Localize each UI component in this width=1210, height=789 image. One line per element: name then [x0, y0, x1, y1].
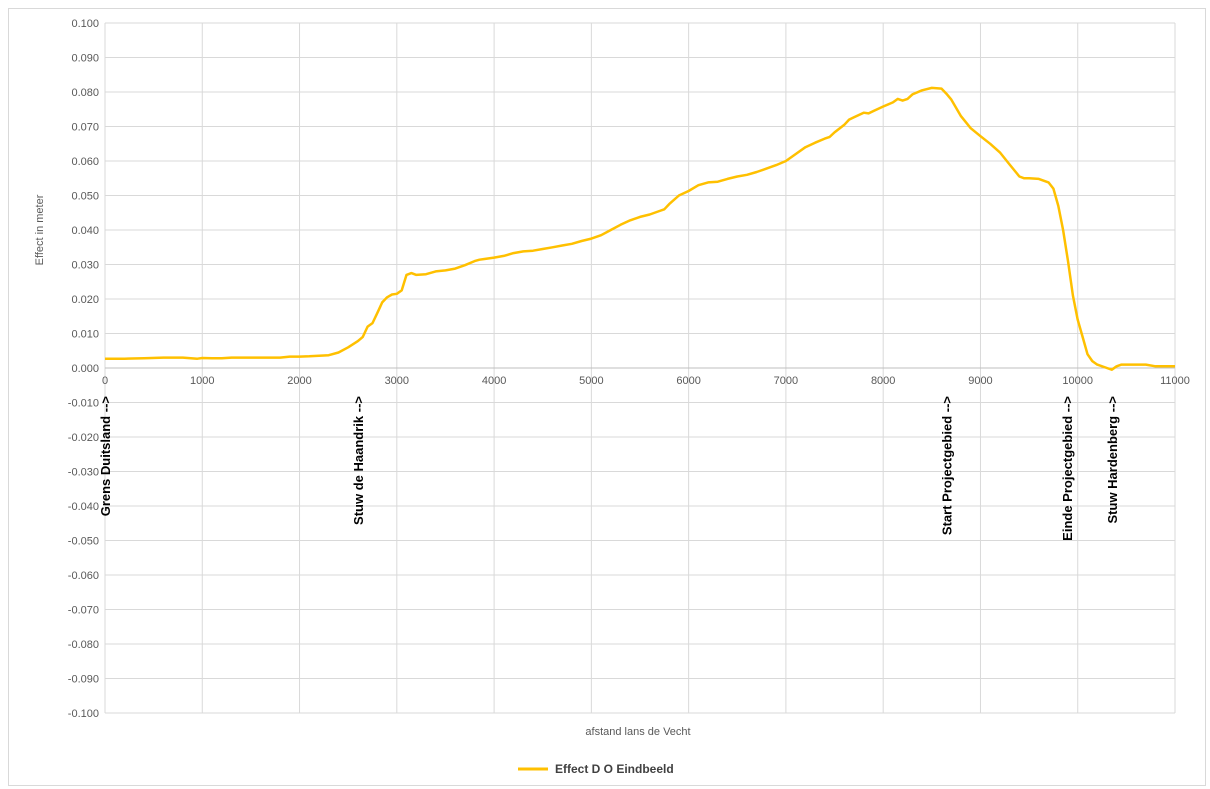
x-tick-label: 6000	[676, 375, 700, 387]
y-tick-label: -0.080	[68, 639, 99, 651]
x-tick-label: 4000	[482, 375, 506, 387]
line-chart: 0.100 0.090 0.080 0.070 0.060 0.050 0.040 0.030…	[34, 18, 1190, 776]
y-tick-label: -0.040	[68, 501, 99, 513]
chart-frame: 0.100 0.090 0.080 0.070 0.060 0.050 0.040 0.030…	[8, 8, 1206, 786]
x-axis-ticks: 0 1000 2000 3000 4000 5000 6000 7000 8000 9000 100…	[102, 375, 1190, 387]
y-tick-label: 0.020	[71, 294, 99, 306]
x-tick-label: 10000	[1062, 375, 1093, 387]
y-tick-label: 0.030	[71, 260, 99, 272]
annotation-label: Grens Duitsland -->	[98, 396, 113, 517]
x-tick-label: 1000	[190, 375, 214, 387]
annotation-label: Stuw de Haandrik -->	[351, 396, 366, 525]
legend-label: Effect D O Eindbeeld	[555, 762, 674, 776]
annotation-label: Einde Projectgebied -->	[1060, 396, 1075, 541]
y-tick-label: 0.080	[71, 87, 99, 99]
x-tick-label: 11000	[1160, 375, 1190, 387]
y-tick-label: 0.090	[71, 53, 99, 65]
grid	[104, 22, 1176, 714]
x-tick-label: 3000	[385, 375, 409, 387]
y-tick-label: 0.050	[71, 191, 99, 203]
annotations: Grens Duitsland --> Stuw de Haandrik --> S…	[98, 396, 1120, 541]
series-line	[105, 86, 1175, 371]
annotation-label: Stuw Hardenberg -->	[1105, 396, 1120, 524]
y-tick-label: -0.030	[68, 467, 99, 479]
annotation-label: Start Projectgebied -->	[939, 396, 954, 535]
series-layer	[105, 86, 1175, 371]
y-tick-label: 0.060	[71, 156, 99, 168]
x-tick-label: 2000	[287, 375, 311, 387]
y-tick-label: -0.050	[68, 536, 99, 548]
y-tick-label: -0.070	[68, 605, 99, 617]
x-tick-label: 8000	[871, 375, 895, 387]
x-tick-label: 9000	[968, 375, 992, 387]
x-tick-label: 5000	[579, 375, 603, 387]
y-tick-label: 0.040	[71, 225, 99, 237]
x-tick-label: 7000	[774, 375, 798, 387]
y-tick-label: -0.100	[68, 708, 99, 720]
y-tick-label: -0.060	[68, 570, 99, 582]
legend: Effect D O Eindbeeld	[518, 762, 674, 776]
y-tick-label: -0.010	[68, 398, 99, 410]
y-tick-label: 0.010	[71, 329, 99, 341]
x-tick-label: 0	[102, 375, 108, 387]
y-tick-label: 0.000	[71, 363, 99, 375]
x-axis-title: afstand lans de Vecht	[585, 726, 690, 738]
y-axis-title: Effect in meter	[34, 194, 46, 265]
y-tick-label: 0.070	[71, 122, 99, 134]
y-axis-ticks: 0.100 0.090 0.080 0.070 0.060 0.050 0.040 0.030…	[68, 18, 99, 720]
y-tick-label: -0.090	[68, 674, 99, 686]
y-tick-label: 0.100	[71, 18, 99, 30]
y-tick-label: -0.020	[68, 432, 99, 444]
